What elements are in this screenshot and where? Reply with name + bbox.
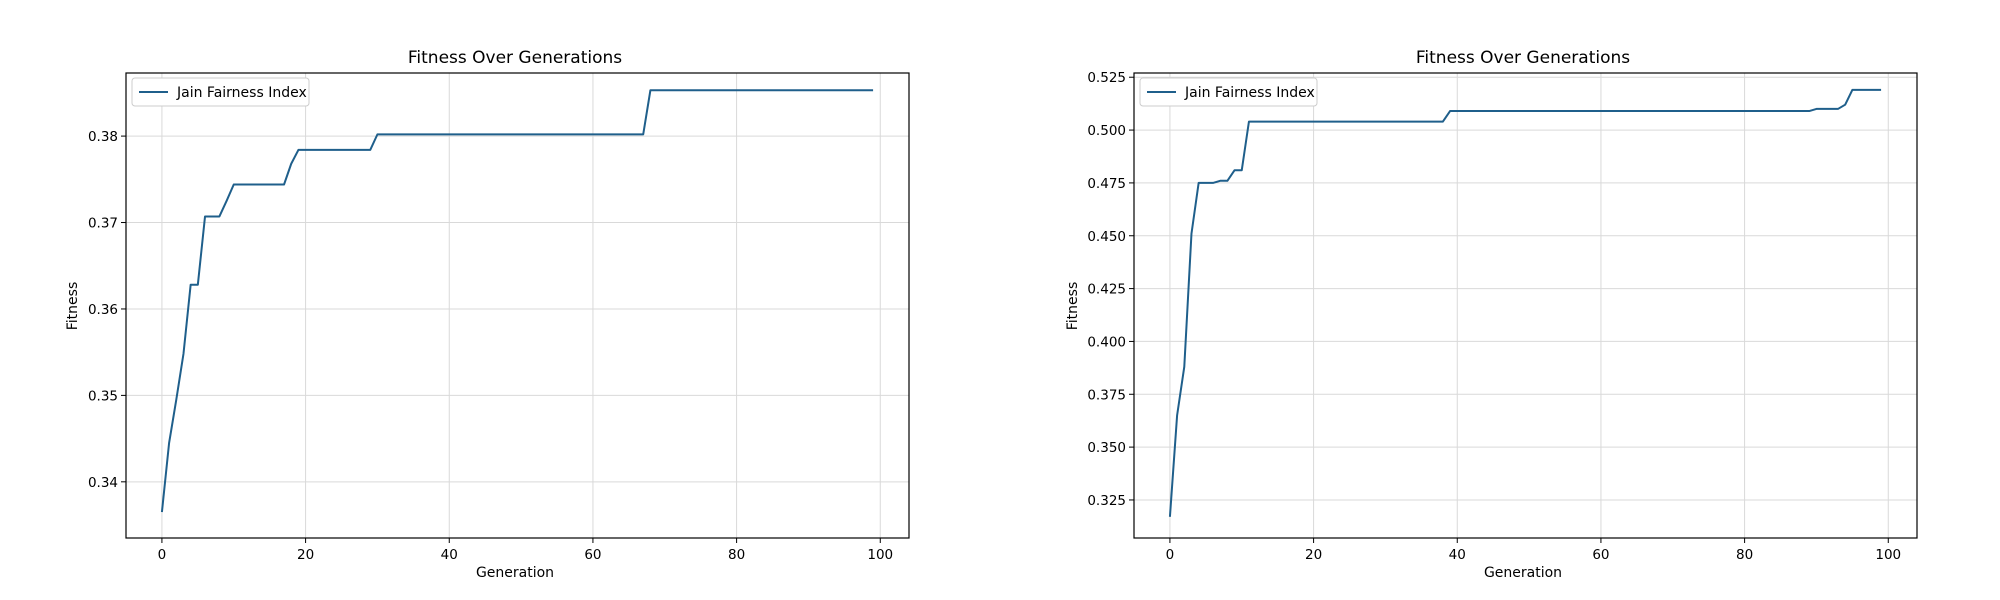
y-tick-label: 0.34 (88, 475, 118, 491)
x-tick-label: 20 (297, 547, 314, 563)
plot-area: 0 20 40 60 80 100 0.325 0.350 0.375 0.400 0.425 0.4… (1087, 70, 1918, 563)
legend-entry: Jain Fairness Index (176, 85, 307, 101)
x-tick-label: 0 (1166, 547, 1175, 563)
y-tick-label: 0.500 (1087, 123, 1126, 139)
y-tick-label: 0.35 (88, 388, 118, 404)
y-tick-label: 0.36 (88, 302, 118, 318)
x-tick-label: 100 (1875, 547, 1901, 563)
legend-box (131, 77, 310, 107)
series-line (160, 89, 874, 513)
x-tick-label: 60 (584, 547, 601, 563)
x-tick-label: 40 (1449, 547, 1466, 563)
chart-title: Fitness Over Generations (408, 48, 622, 68)
y-axis-label: Fitness (1065, 282, 1081, 331)
x-tick-label: 0 (158, 547, 167, 563)
y-tick-label: 0.475 (1087, 176, 1126, 192)
series-line (1168, 88, 1882, 517)
legend: Jain Fairness Index (1139, 77, 1318, 107)
x-tick-label: 80 (1736, 547, 1753, 563)
y-tick-label: 0.38 (88, 129, 118, 145)
chart-title: Fitness Over Generations (1416, 48, 1630, 68)
axes-frame (125, 72, 910, 539)
x-axis-label: Generation (1484, 565, 1562, 581)
y-tick-label: 0.425 (1087, 282, 1126, 298)
y-tick-label: 0.525 (1087, 70, 1126, 86)
x-axis-label: Generation (476, 565, 554, 581)
legend-box (1139, 77, 1318, 107)
legend: Jain Fairness Index (131, 77, 310, 107)
x-tick-label: 20 (1305, 547, 1322, 563)
x-tick-label: 60 (1592, 547, 1609, 563)
y-tick-label: 0.325 (1087, 493, 1126, 509)
y-axis-label: Fitness (65, 282, 81, 331)
plot-area: 0 20 40 60 80 100 0.34 0.35 0.36 0.37 0.38 (88, 72, 910, 563)
x-tick-label: 80 (728, 547, 745, 563)
legend-entry: Jain Fairness Index (1184, 85, 1315, 101)
x-tick-label: 40 (441, 547, 458, 563)
x-tick-label: 100 (867, 547, 893, 563)
chart-left: Fitness Over Generations Generation Fitn… (65, 48, 910, 581)
y-tick-label: 0.450 (1087, 229, 1126, 245)
y-tick-label: 0.400 (1087, 334, 1126, 350)
axes-frame (1133, 72, 1918, 539)
y-tick-label: 0.375 (1087, 387, 1126, 403)
chart-right: Fitness Over Generations Generation Fitn… (1065, 48, 1918, 581)
y-tick-label: 0.37 (88, 216, 118, 232)
y-tick-label: 0.350 (1087, 440, 1126, 456)
